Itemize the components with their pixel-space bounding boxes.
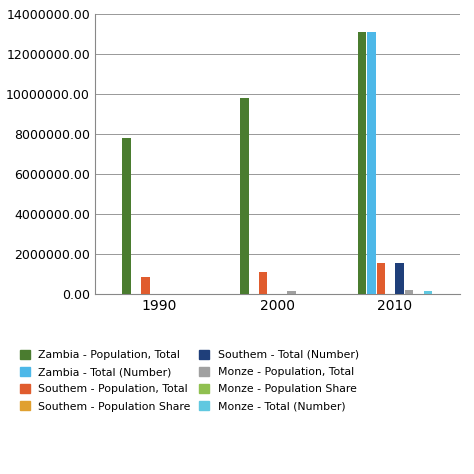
Bar [141, 276, 150, 294]
Bar [405, 291, 413, 294]
Bar [424, 291, 432, 294]
Bar [240, 98, 249, 294]
Legend: Zambia - Population, Total, Zambia - Total (Number), Southem - Population, Total: Zambia - Population, Total, Zambia - Tot… [20, 350, 359, 412]
Bar [358, 32, 366, 294]
Bar [395, 263, 404, 294]
Bar [259, 272, 267, 294]
Bar [367, 32, 376, 294]
Bar [122, 138, 131, 294]
Bar [376, 263, 385, 294]
Bar [287, 291, 296, 294]
